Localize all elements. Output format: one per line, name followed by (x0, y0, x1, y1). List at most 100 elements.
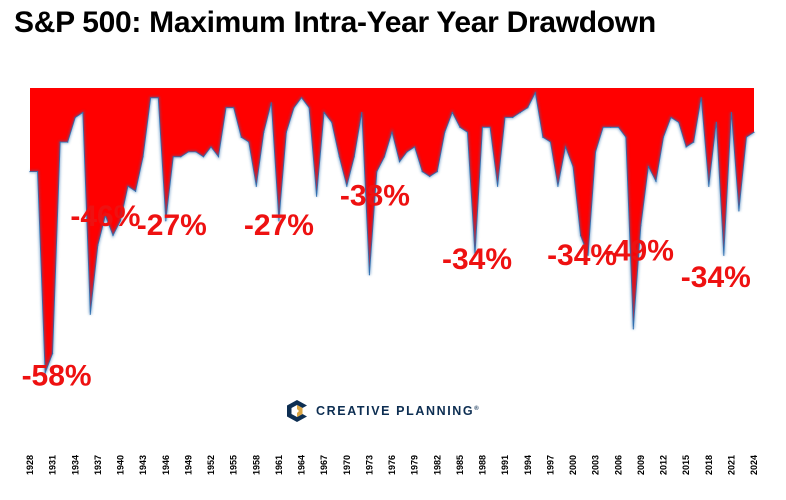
data-point-2019 (715, 121, 717, 123)
x-tick-label-2003: 2003 (591, 455, 601, 475)
data-point-1948 (180, 156, 182, 158)
x-tick-label-1979: 1979 (410, 455, 420, 475)
data-point-1933 (67, 141, 69, 143)
data-point-2024 (753, 131, 755, 133)
drawdown-points (29, 92, 755, 374)
drawdown-label-1974: -38% (340, 180, 410, 213)
data-point-1989 (489, 126, 491, 128)
x-tick-label-1934: 1934 (70, 455, 80, 475)
x-tick-label-2012: 2012 (659, 455, 669, 475)
data-point-2007 (625, 136, 627, 138)
data-point-1998 (557, 185, 559, 187)
data-point-1980 (421, 171, 423, 173)
data-point-1937 (97, 244, 99, 246)
data-point-1935 (82, 112, 84, 114)
data-point-2012 (662, 136, 665, 138)
data-point-1994 (527, 107, 529, 109)
x-tick-label-1931: 1931 (48, 455, 58, 475)
data-point-1969 (338, 156, 340, 158)
x-tick-label-1949: 1949 (183, 455, 193, 475)
data-point-1997 (549, 141, 552, 143)
x-tick-label-2009: 2009 (636, 455, 646, 475)
data-point-2017 (700, 97, 702, 99)
data-point-1978 (406, 151, 408, 153)
x-tick-label-1955: 1955 (229, 455, 239, 475)
data-point-1975 (383, 156, 386, 158)
x-tick-label-1964: 1964 (297, 455, 307, 475)
registered-mark: ® (474, 405, 479, 412)
data-point-2014 (678, 121, 680, 123)
data-point-1963 (293, 107, 295, 109)
data-point-1940 (119, 220, 122, 222)
x-tick-label-1988: 1988 (478, 455, 488, 475)
data-point-2000 (572, 166, 574, 168)
data-point-1996 (542, 136, 544, 138)
drawdown-label-2002: -34% (547, 239, 617, 272)
x-tick-label-2015: 2015 (681, 455, 691, 475)
data-point-1981 (429, 175, 431, 178)
x-tick-label-1991: 1991 (500, 455, 510, 475)
data-point-1972 (361, 112, 363, 114)
drawdown-label-1946: -27% (137, 209, 207, 242)
data-point-1952 (210, 146, 212, 148)
data-point-1947 (172, 156, 174, 158)
data-point-1999 (564, 146, 567, 148)
x-tick-label-1994: 1994 (523, 455, 533, 475)
drawdown-labels: -58%-46%-27% -27%-38%-34% -34%-49%-34% (22, 180, 751, 393)
data-point-1991 (504, 116, 506, 119)
x-tick-label-1973: 1973 (364, 455, 374, 475)
data-point-1953 (217, 156, 220, 158)
x-tick-label-1943: 1943 (138, 455, 148, 475)
brand-name: CREATIVE PLANNING (316, 404, 475, 418)
data-point-1946 (165, 220, 167, 222)
data-point-1970 (346, 185, 348, 187)
drawdown-label-1931: -58% (22, 360, 92, 393)
data-point-1965 (308, 107, 310, 109)
data-point-1974 (376, 171, 378, 173)
data-point-1941 (127, 185, 129, 187)
x-tick-label-1970: 1970 (342, 455, 352, 475)
x-tick-label-1937: 1937 (93, 455, 103, 475)
data-point-1967 (323, 112, 325, 114)
data-point-1951 (202, 156, 205, 158)
data-point-1929 (36, 171, 39, 173)
drawdown-label-2020: -34% (681, 261, 751, 294)
x-tick-label-1967: 1967 (319, 455, 329, 475)
data-point-1995 (534, 92, 536, 94)
data-point-2004 (602, 126, 604, 128)
data-point-2015 (685, 146, 687, 148)
data-point-1958 (255, 185, 257, 187)
data-point-2008 (632, 328, 634, 330)
data-point-1936 (89, 313, 91, 315)
data-point-2001 (579, 234, 582, 237)
x-tick-label-2000: 2000 (568, 455, 578, 475)
data-point-2005 (610, 126, 612, 128)
data-point-1968 (331, 121, 333, 123)
data-point-1964 (300, 97, 303, 99)
data-point-1990 (497, 185, 499, 187)
data-point-1977 (398, 161, 401, 163)
data-point-1939 (112, 234, 114, 237)
x-tick-label-2006: 2006 (613, 455, 623, 475)
data-point-1961 (278, 220, 280, 222)
brand-logo: CREATIVE PLANNING® (286, 399, 479, 423)
data-point-1938 (104, 215, 106, 217)
x-tick-label-1976: 1976 (387, 455, 397, 475)
data-point-2003 (595, 151, 597, 153)
brand-logo-text: CREATIVE PLANNING® (316, 404, 479, 418)
x-tick-label-1958: 1958 (251, 455, 261, 475)
data-point-1960 (270, 102, 272, 104)
data-point-1930 (44, 372, 46, 374)
data-point-1954 (225, 107, 227, 109)
data-point-1945 (157, 97, 159, 99)
data-point-1962 (285, 131, 287, 133)
data-point-1942 (135, 190, 137, 192)
drawdown-label-1987: -34% (442, 243, 512, 276)
data-point-1949 (187, 151, 189, 153)
data-point-2016 (693, 141, 695, 143)
drawdown-label-1961: -27% (244, 209, 314, 242)
x-tick-label-1928: 1928 (25, 455, 35, 475)
data-point-1982 (436, 171, 438, 173)
